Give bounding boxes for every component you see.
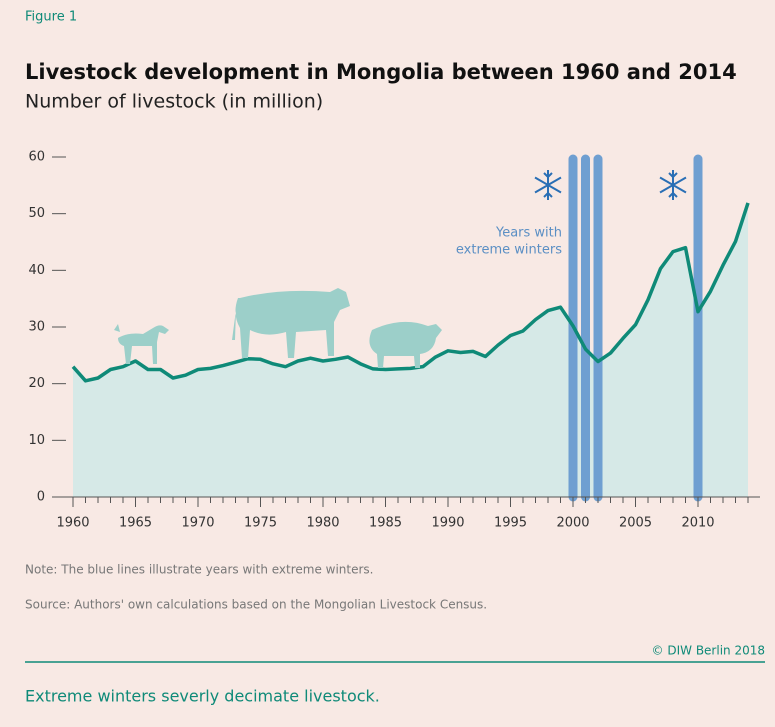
cow <box>232 288 350 358</box>
x-tick-label: 1965 <box>119 516 152 531</box>
figure: Figure 1 Livestock development in Mongol… <box>0 0 775 727</box>
x-tick-label: 1990 <box>431 516 464 531</box>
chart-subtitle: Number of livestock (in million) <box>25 91 323 113</box>
x-tick-label: 1985 <box>369 516 402 531</box>
source: Source: Authors' own calculations based … <box>25 598 487 612</box>
x-tick-label: 1975 <box>244 516 277 531</box>
x-tick-label: 2000 <box>556 516 589 531</box>
y-tick-label: 50 <box>28 206 45 221</box>
annotation: extreme winters <box>456 243 562 258</box>
snowflake-icons <box>535 170 686 200</box>
y-tick-label: 30 <box>28 320 45 335</box>
chart-title: Livestock development in Mongolia betwee… <box>25 60 737 84</box>
y-tick-label: 10 <box>28 433 45 448</box>
y-tick-label: 40 <box>28 263 45 278</box>
y-tick-label: 60 <box>28 150 45 165</box>
x-tick-label: 1960 <box>56 516 89 531</box>
note: Note: The blue lines illustrate years wi… <box>25 563 374 577</box>
copyright: © DIW Berlin 2018 <box>652 644 765 658</box>
figure-label: Figure 1 <box>25 10 77 25</box>
y-tick-label: 20 <box>28 376 45 391</box>
snowflake <box>660 170 686 200</box>
x-tick-label: 2005 <box>619 516 652 531</box>
y-tick-label: 0 <box>37 490 45 505</box>
x-tick-label: 1995 <box>494 516 527 531</box>
x-tick-label: 1980 <box>306 516 339 531</box>
caption: Extreme winters severly decimate livesto… <box>25 687 380 706</box>
goat <box>114 324 169 364</box>
x-tick-label: 2010 <box>681 516 714 531</box>
animal-silhouettes <box>114 288 442 368</box>
snowflake <box>535 170 561 200</box>
annotation: Years with <box>495 226 562 241</box>
x-tick-label: 1970 <box>181 516 214 531</box>
page: {"figure_label": "Figure 1", "chart_data… <box>0 0 775 727</box>
